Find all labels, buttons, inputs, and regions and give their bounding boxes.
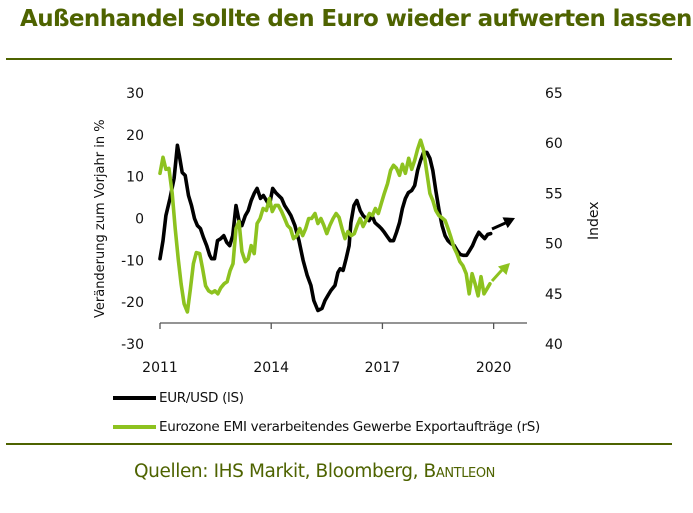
title-divider [6,58,672,60]
arrows [490,217,515,283]
legend-label-emi: Eurozone EMI verarbeitendes Gewerbe Expo… [159,419,540,435]
y-tick-label-left: -30 [121,337,144,353]
series [158,138,493,314]
x-tick-label: 2014 [253,360,289,376]
axes: 2011 2014 2017 2020 30 20 10 0 -10 -20 -30 65 60 55 50… [121,86,563,376]
legend-swatch-eurusd [113,396,156,400]
legend-swatch-emi [113,425,156,429]
y-tick-label-right: 60 [545,136,563,152]
y-tick-label-right: 40 [545,337,563,353]
y-tick-label-right: 55 [545,186,563,202]
y-axis-right-label: Index [586,201,602,240]
legend-item-emi: Eurozone EMI verarbeitendes Gewerbe Expo… [113,419,540,435]
y-tick-label-left: 10 [126,170,144,186]
chart-title: Außenhandel sollte den Euro wieder aufwe… [20,6,692,32]
y-tick-label-left: -10 [121,253,144,269]
y-tick-label-left: 0 [135,212,144,228]
series-line-eurusd [158,143,493,313]
y-tick-label-left: 30 [126,86,144,102]
y-tick-label-left: 20 [126,128,144,144]
x-tick-label: 2020 [476,360,512,376]
legend-item-eurusd: EUR/USD (lS) [113,390,244,406]
x-tick-label: 2017 [365,360,401,376]
source-note: Quellen: IHS Markit, Bloomberg, Bantleon [134,461,495,482]
y-axis-left-label: Veränderung zum Vorjahr in % [93,119,108,318]
footer-divider [6,443,672,445]
arrow-eurusd-head [502,217,515,229]
source-brand: Bantleon [423,461,496,482]
x-tick-label: 2011 [142,360,178,376]
legend-label-eurusd: EUR/USD (lS) [159,390,244,406]
y-tick-label-right: 65 [545,86,563,102]
y-tick-label-right: 45 [545,287,563,303]
arrow-emi-head [497,263,510,276]
source-text: Quellen: IHS Markit, Bloomberg, [134,461,424,482]
y-tick-label-left: -20 [121,295,144,311]
series-line-emi [158,138,492,314]
y-tick-label-right: 50 [545,237,563,253]
